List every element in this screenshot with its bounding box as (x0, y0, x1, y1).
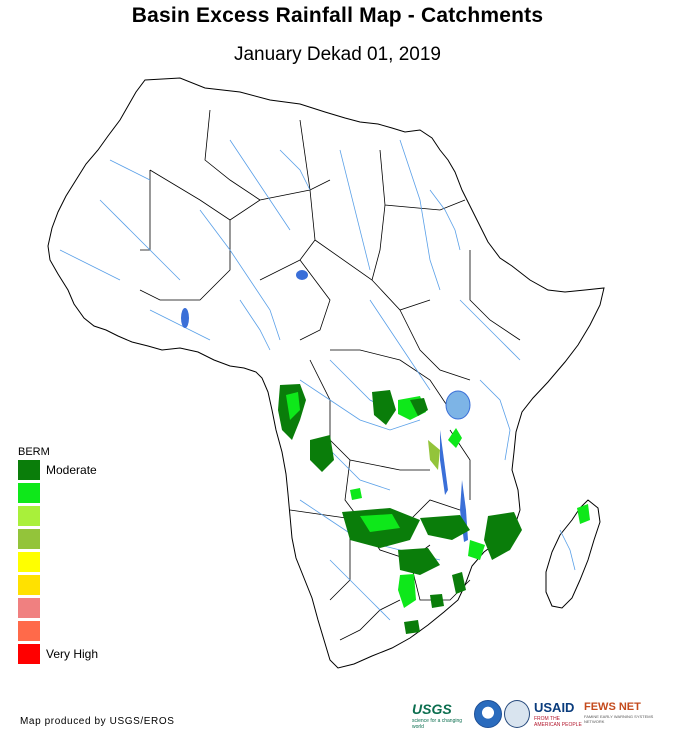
lake-victoria (445, 390, 471, 420)
usgs-logo-text: USGS (412, 701, 452, 717)
legend-swatch (18, 529, 40, 549)
legend-swatch (18, 575, 40, 595)
fews-tagline: FAMINE EARLY WARNING SYSTEMS NETWORK (584, 714, 654, 724)
legend-row (18, 483, 50, 503)
doi-seal-icon (504, 700, 530, 728)
legend-row (18, 598, 50, 618)
usgs-logo: USGS science for a changing world (412, 700, 468, 730)
madagascar-outline (545, 499, 601, 609)
legend-row (18, 575, 50, 595)
usaid-logo-text: USAID (534, 700, 575, 715)
river-network (59, 139, 576, 621)
africa-map (47, 77, 605, 669)
legend-row (18, 552, 50, 572)
legend-swatch (18, 483, 40, 503)
noaa-logo-icon (474, 700, 502, 728)
fews-logo-text: FEWS NET (584, 701, 641, 713)
fews-net-logo: FEWS NET FAMINE EARLY WARNING SYSTEMS NE… (584, 700, 660, 726)
berm-catchments (278, 384, 590, 634)
legend-row (18, 506, 50, 526)
legend-swatch (18, 460, 40, 480)
legend-swatch (18, 552, 40, 572)
lake-chad (296, 270, 308, 280)
usaid-logo: USAID FROM THE AMERICAN PEOPLE (534, 700, 582, 728)
legend-swatch (18, 621, 40, 641)
usaid-tagline: FROM THE AMERICAN PEOPLE (534, 716, 582, 728)
legend-swatch (18, 506, 40, 526)
legend-row (18, 621, 50, 641)
legend-title: BERM (18, 446, 50, 458)
legend-label: Very High (46, 647, 99, 661)
legend-swatch (18, 644, 40, 664)
berm-legend: BERM Moderate Very High (18, 446, 98, 667)
legend-row: Moderate (18, 460, 97, 480)
lake-tanganyika (440, 430, 448, 495)
map-subtitle: January Dekad 01, 2019 (233, 44, 442, 65)
map-title: Basin Excess Rainfall Map - Catchments (131, 4, 544, 27)
map-credit: Map produced by USGS/EROS (20, 716, 175, 727)
legend-row (18, 529, 50, 549)
lake-volta (181, 308, 189, 328)
legend-row: Very High (18, 644, 98, 664)
usgs-tagline: science for a changing world (412, 718, 463, 730)
legend-swatch (18, 598, 40, 618)
legend-label: Moderate (46, 463, 97, 477)
africa-outline (47, 77, 605, 669)
